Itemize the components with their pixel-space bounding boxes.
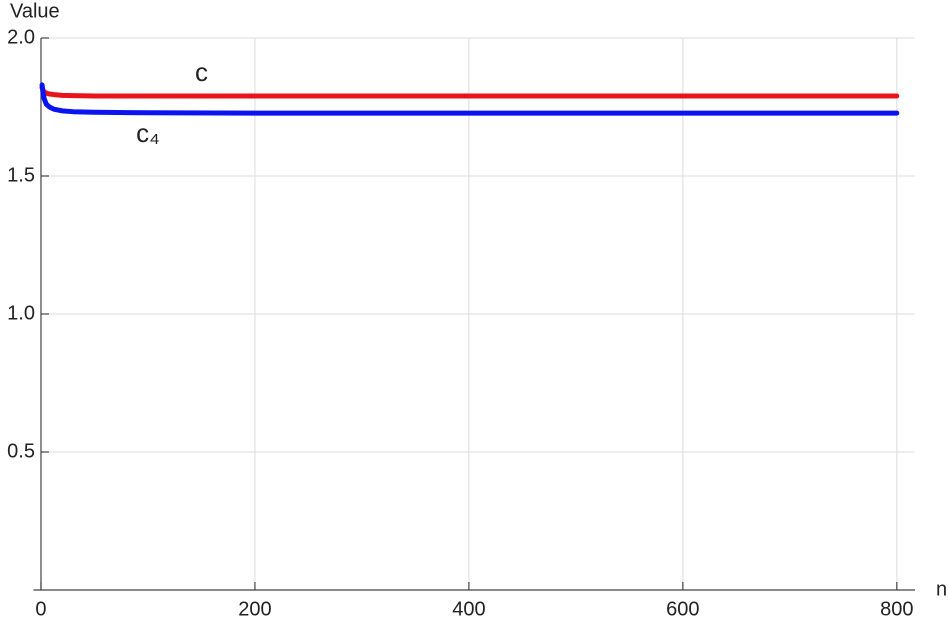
x-tick-label: 0 — [35, 598, 46, 620]
x-tick-label: 600 — [666, 598, 699, 620]
y-tick-label: 0.5 — [7, 440, 35, 462]
x-tick-label: 200 — [238, 598, 271, 620]
series-line — [39, 85, 900, 99]
y-tick-label: 2.0 — [7, 26, 35, 48]
y-tick-label: 1.0 — [7, 302, 35, 324]
series-label: c — [195, 57, 208, 87]
series-line — [39, 82, 900, 116]
x-axis-label: n — [936, 578, 947, 600]
y-tick-label: 1.5 — [7, 164, 35, 186]
series-label: c₄ — [136, 118, 160, 148]
x-tick-label: 800 — [880, 598, 913, 620]
x-tick-label: 400 — [452, 598, 485, 620]
y-axis-label: Value — [10, 0, 60, 22]
